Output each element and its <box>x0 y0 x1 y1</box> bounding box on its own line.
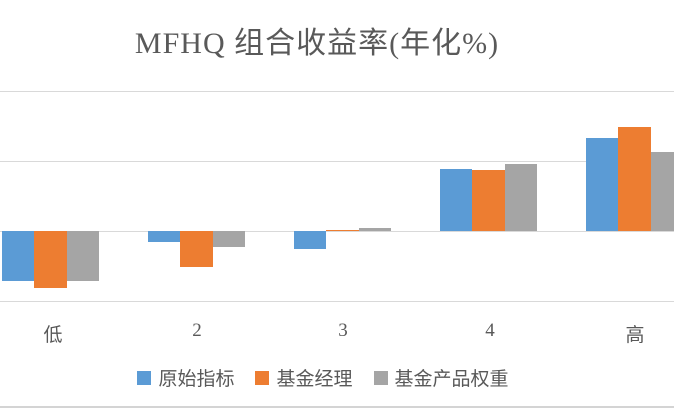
bar-基金产品权重-3 <box>358 227 392 231</box>
bar-基金经理-3 <box>326 229 359 231</box>
bar-基金产品权重-低 <box>66 231 100 281</box>
bar-原始指标-4 <box>439 168 473 231</box>
legend-swatch-orange-icon <box>255 370 270 385</box>
bar-原始指标-2 <box>147 231 181 242</box>
x-axis-label-4: 4 <box>485 320 495 341</box>
gridline <box>0 90 674 92</box>
gridline <box>0 160 674 162</box>
x-axis-label-high: 高 <box>625 325 645 346</box>
bar-基金经理-低 <box>34 231 67 289</box>
x-axis-label-3: 3 <box>338 320 348 341</box>
bar-基金产品权重-4 <box>504 163 538 231</box>
legend-item-fund-manager: 基金经理 <box>255 364 353 391</box>
legend-label: 原始指标 <box>158 369 235 390</box>
bottom-divider <box>0 406 674 408</box>
bar-原始指标-低 <box>1 231 35 281</box>
bar-基金经理-高 <box>618 127 651 231</box>
gridline <box>0 300 674 302</box>
x-axis-label-low: 低 <box>43 325 63 346</box>
legend-label: 基金经理 <box>276 369 353 390</box>
legend-swatch-blue-icon <box>137 370 152 385</box>
bar-基金经理-2 <box>180 231 213 267</box>
gridline <box>0 230 674 232</box>
x-axis-labels: 低 2 3 4 高 <box>0 320 674 346</box>
legend-label: 基金产品权重 <box>394 369 509 390</box>
bar-原始指标-高 <box>585 137 619 231</box>
bar-原始指标-3 <box>293 231 327 249</box>
legend-swatch-gray-icon <box>373 370 388 385</box>
bar-基金产品权重-高 <box>650 151 674 231</box>
legend: 原始指标 基金经理 基金产品权重 <box>0 364 646 391</box>
bar-基金经理-4 <box>472 170 505 231</box>
chart-title: MFHQ 组合收益率(年化%) <box>134 27 500 60</box>
legend-item-original-indicator: 原始指标 <box>137 364 234 391</box>
x-axis-label-2: 2 <box>192 320 202 341</box>
bar-基金产品权重-2 <box>212 231 246 248</box>
legend-item-fund-product-weight: 基金产品权重 <box>373 364 509 391</box>
